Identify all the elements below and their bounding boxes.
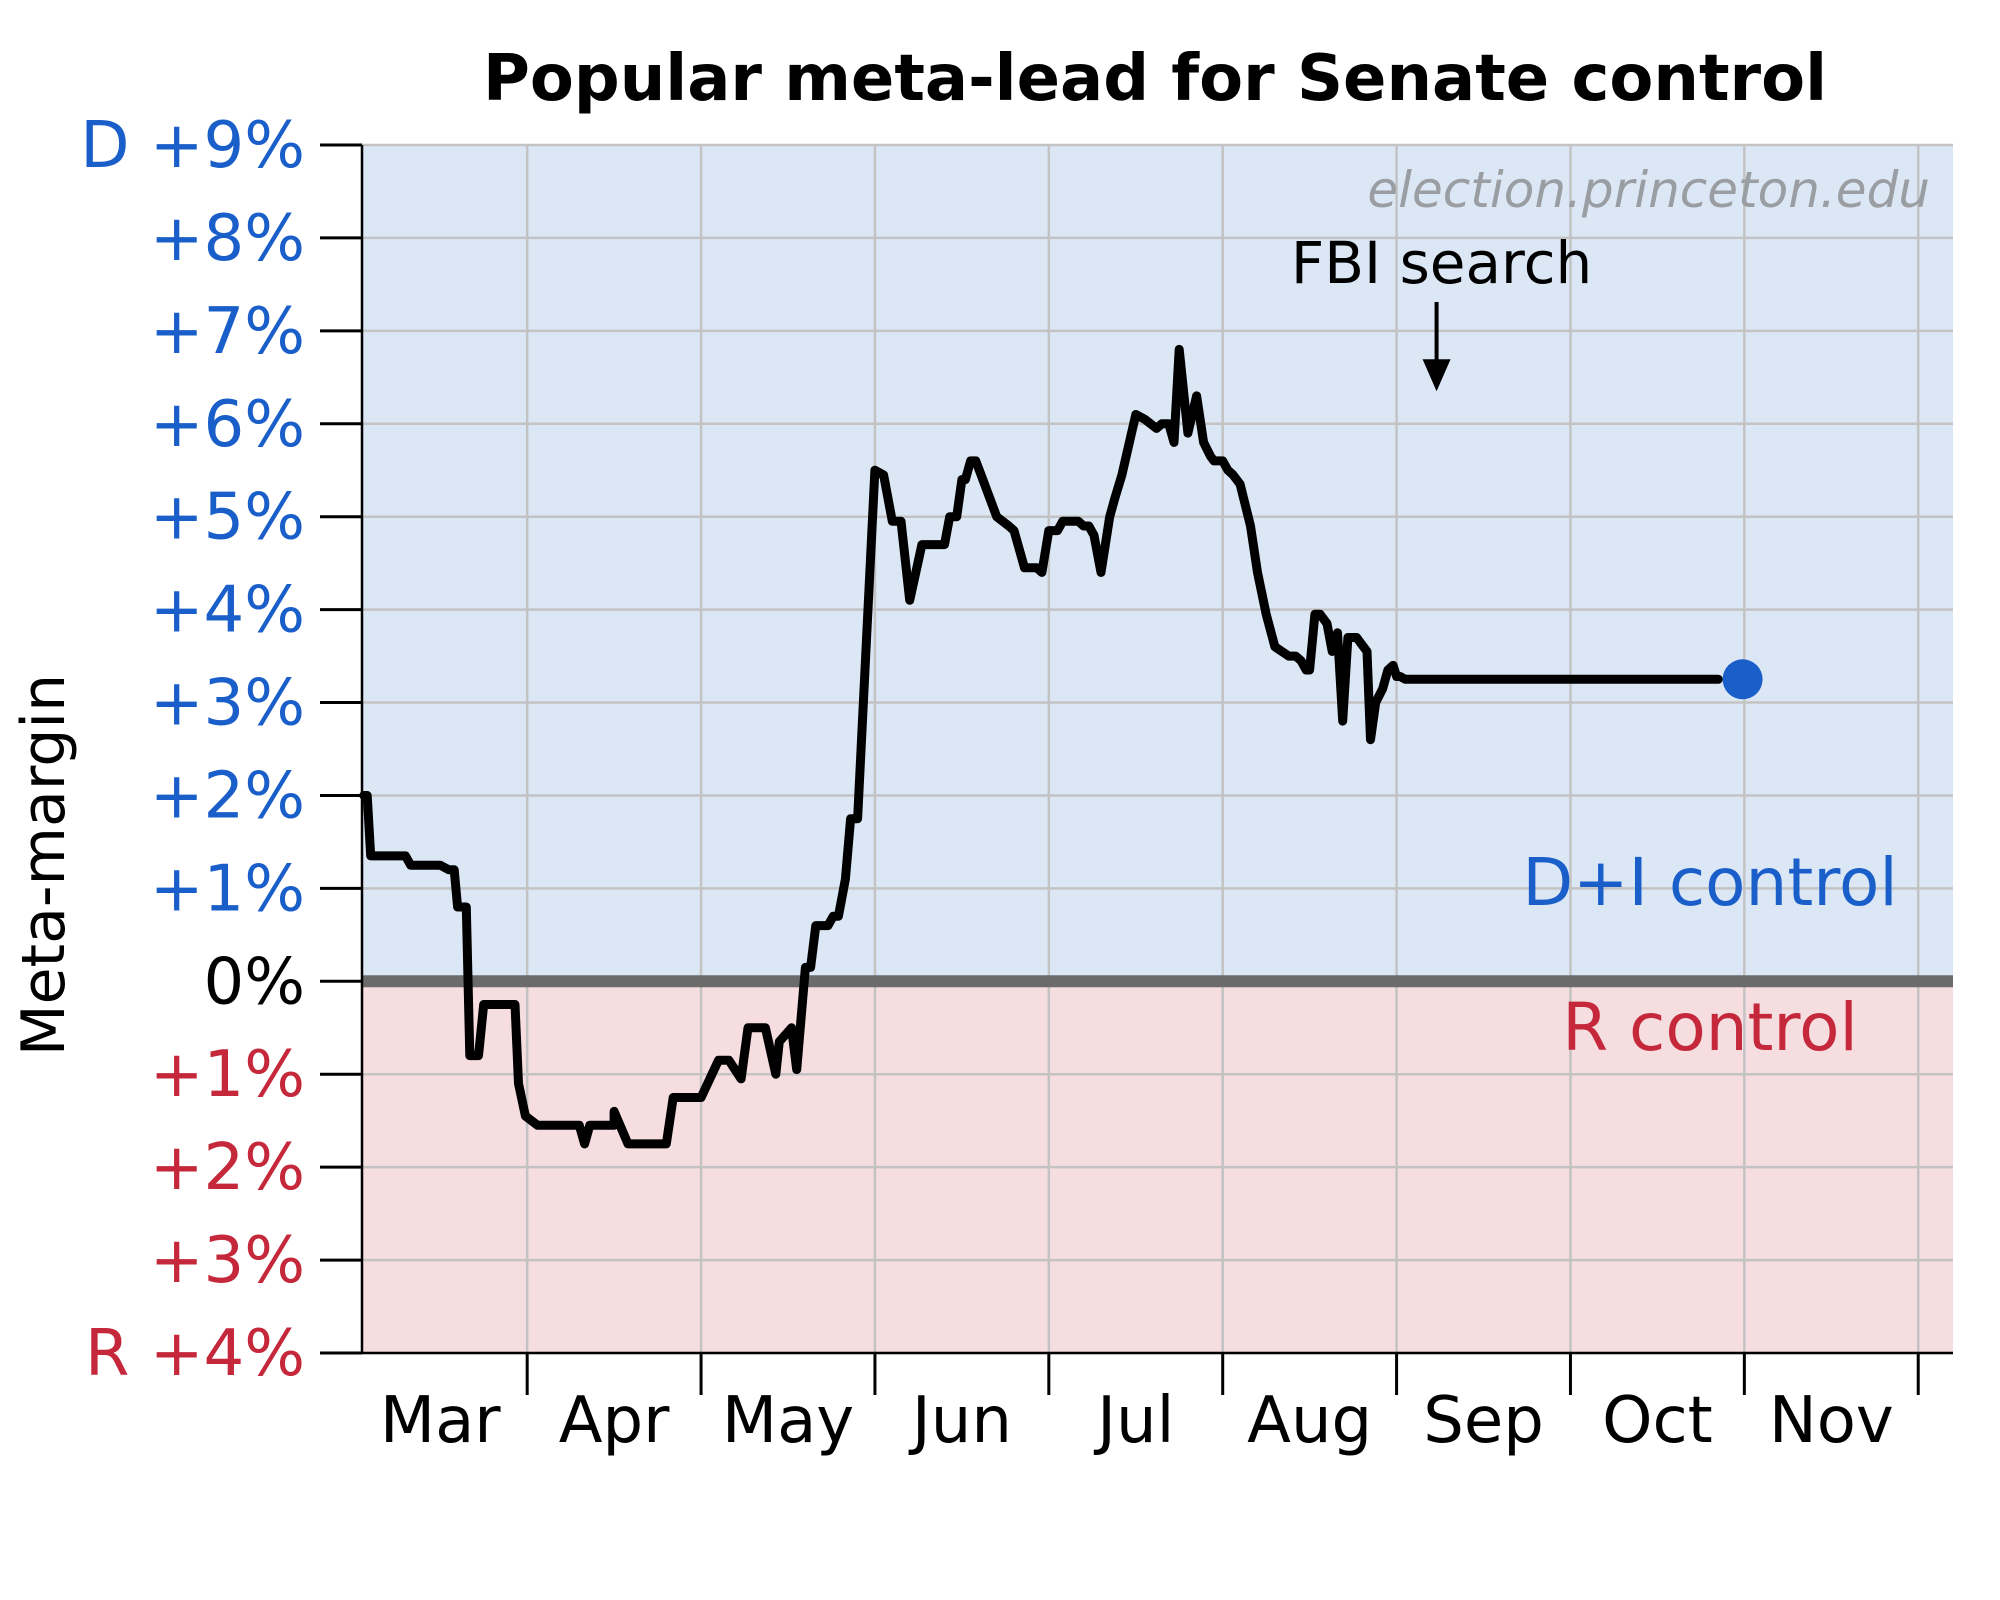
annotation-group: FBI search: [1291, 229, 1592, 392]
region-label-r: R control: [1562, 989, 1858, 1066]
x-tick-label: Mar: [380, 1384, 501, 1458]
y-tick-label: +8%: [150, 202, 305, 276]
axes: [320, 143, 1953, 1395]
series-group: [359, 344, 1763, 1149]
y-tick-label: +4%: [150, 574, 305, 648]
x-tick-label: Oct: [1602, 1384, 1713, 1458]
x-tick-label: Jun: [908, 1384, 1012, 1458]
annotation-text: FBI search: [1291, 229, 1592, 297]
y-tick-label: +5%: [150, 481, 305, 555]
region-label-d: D+I control: [1522, 844, 1897, 921]
y-tick-label: +6%: [150, 388, 305, 462]
annotation-arrowhead: [1422, 359, 1451, 392]
y-tick-label: R +4%: [85, 1317, 305, 1391]
current-value-marker: [1722, 659, 1763, 700]
y-tick-label: +3%: [150, 1224, 305, 1298]
y-tick-label: 0%: [203, 945, 305, 1019]
y-tick-label: D +9%: [80, 109, 305, 183]
watermark-text: election.princeton.edu: [1367, 161, 1930, 219]
x-tick-labels: Mar Apr May Jun Jul Aug Sep Oct Nov: [380, 1384, 1894, 1458]
x-tick-label: Apr: [559, 1384, 670, 1458]
y-tick-label: +1%: [150, 852, 305, 926]
plot-background: [362, 145, 1953, 1353]
chart-title: Popular meta-lead for Senate control: [483, 42, 1827, 116]
y-tick-labels: D +9% +8% +7% +6% +5% +4% +3% +2% +1% 0% +1% +2% +3%…: [80, 109, 305, 1391]
y-tick-label: +2%: [150, 759, 305, 833]
x-tick-label: Aug: [1247, 1384, 1372, 1458]
y-tick-label: +7%: [150, 295, 305, 369]
y-tick-label: +2%: [150, 1131, 305, 1205]
x-tick-label: Jul: [1093, 1384, 1174, 1458]
x-tick-label: Nov: [1769, 1384, 1894, 1458]
series-line: [359, 344, 1723, 1149]
x-tick-label: Sep: [1423, 1384, 1544, 1458]
y-tick-label: +1%: [150, 1038, 305, 1112]
d-region-shade: [362, 145, 1953, 982]
y-tick-label: +3%: [150, 667, 305, 741]
x-tick-label: May: [722, 1384, 854, 1458]
gridlines: [362, 143, 1953, 1355]
y-axis-label: Meta-margin: [9, 674, 79, 1056]
